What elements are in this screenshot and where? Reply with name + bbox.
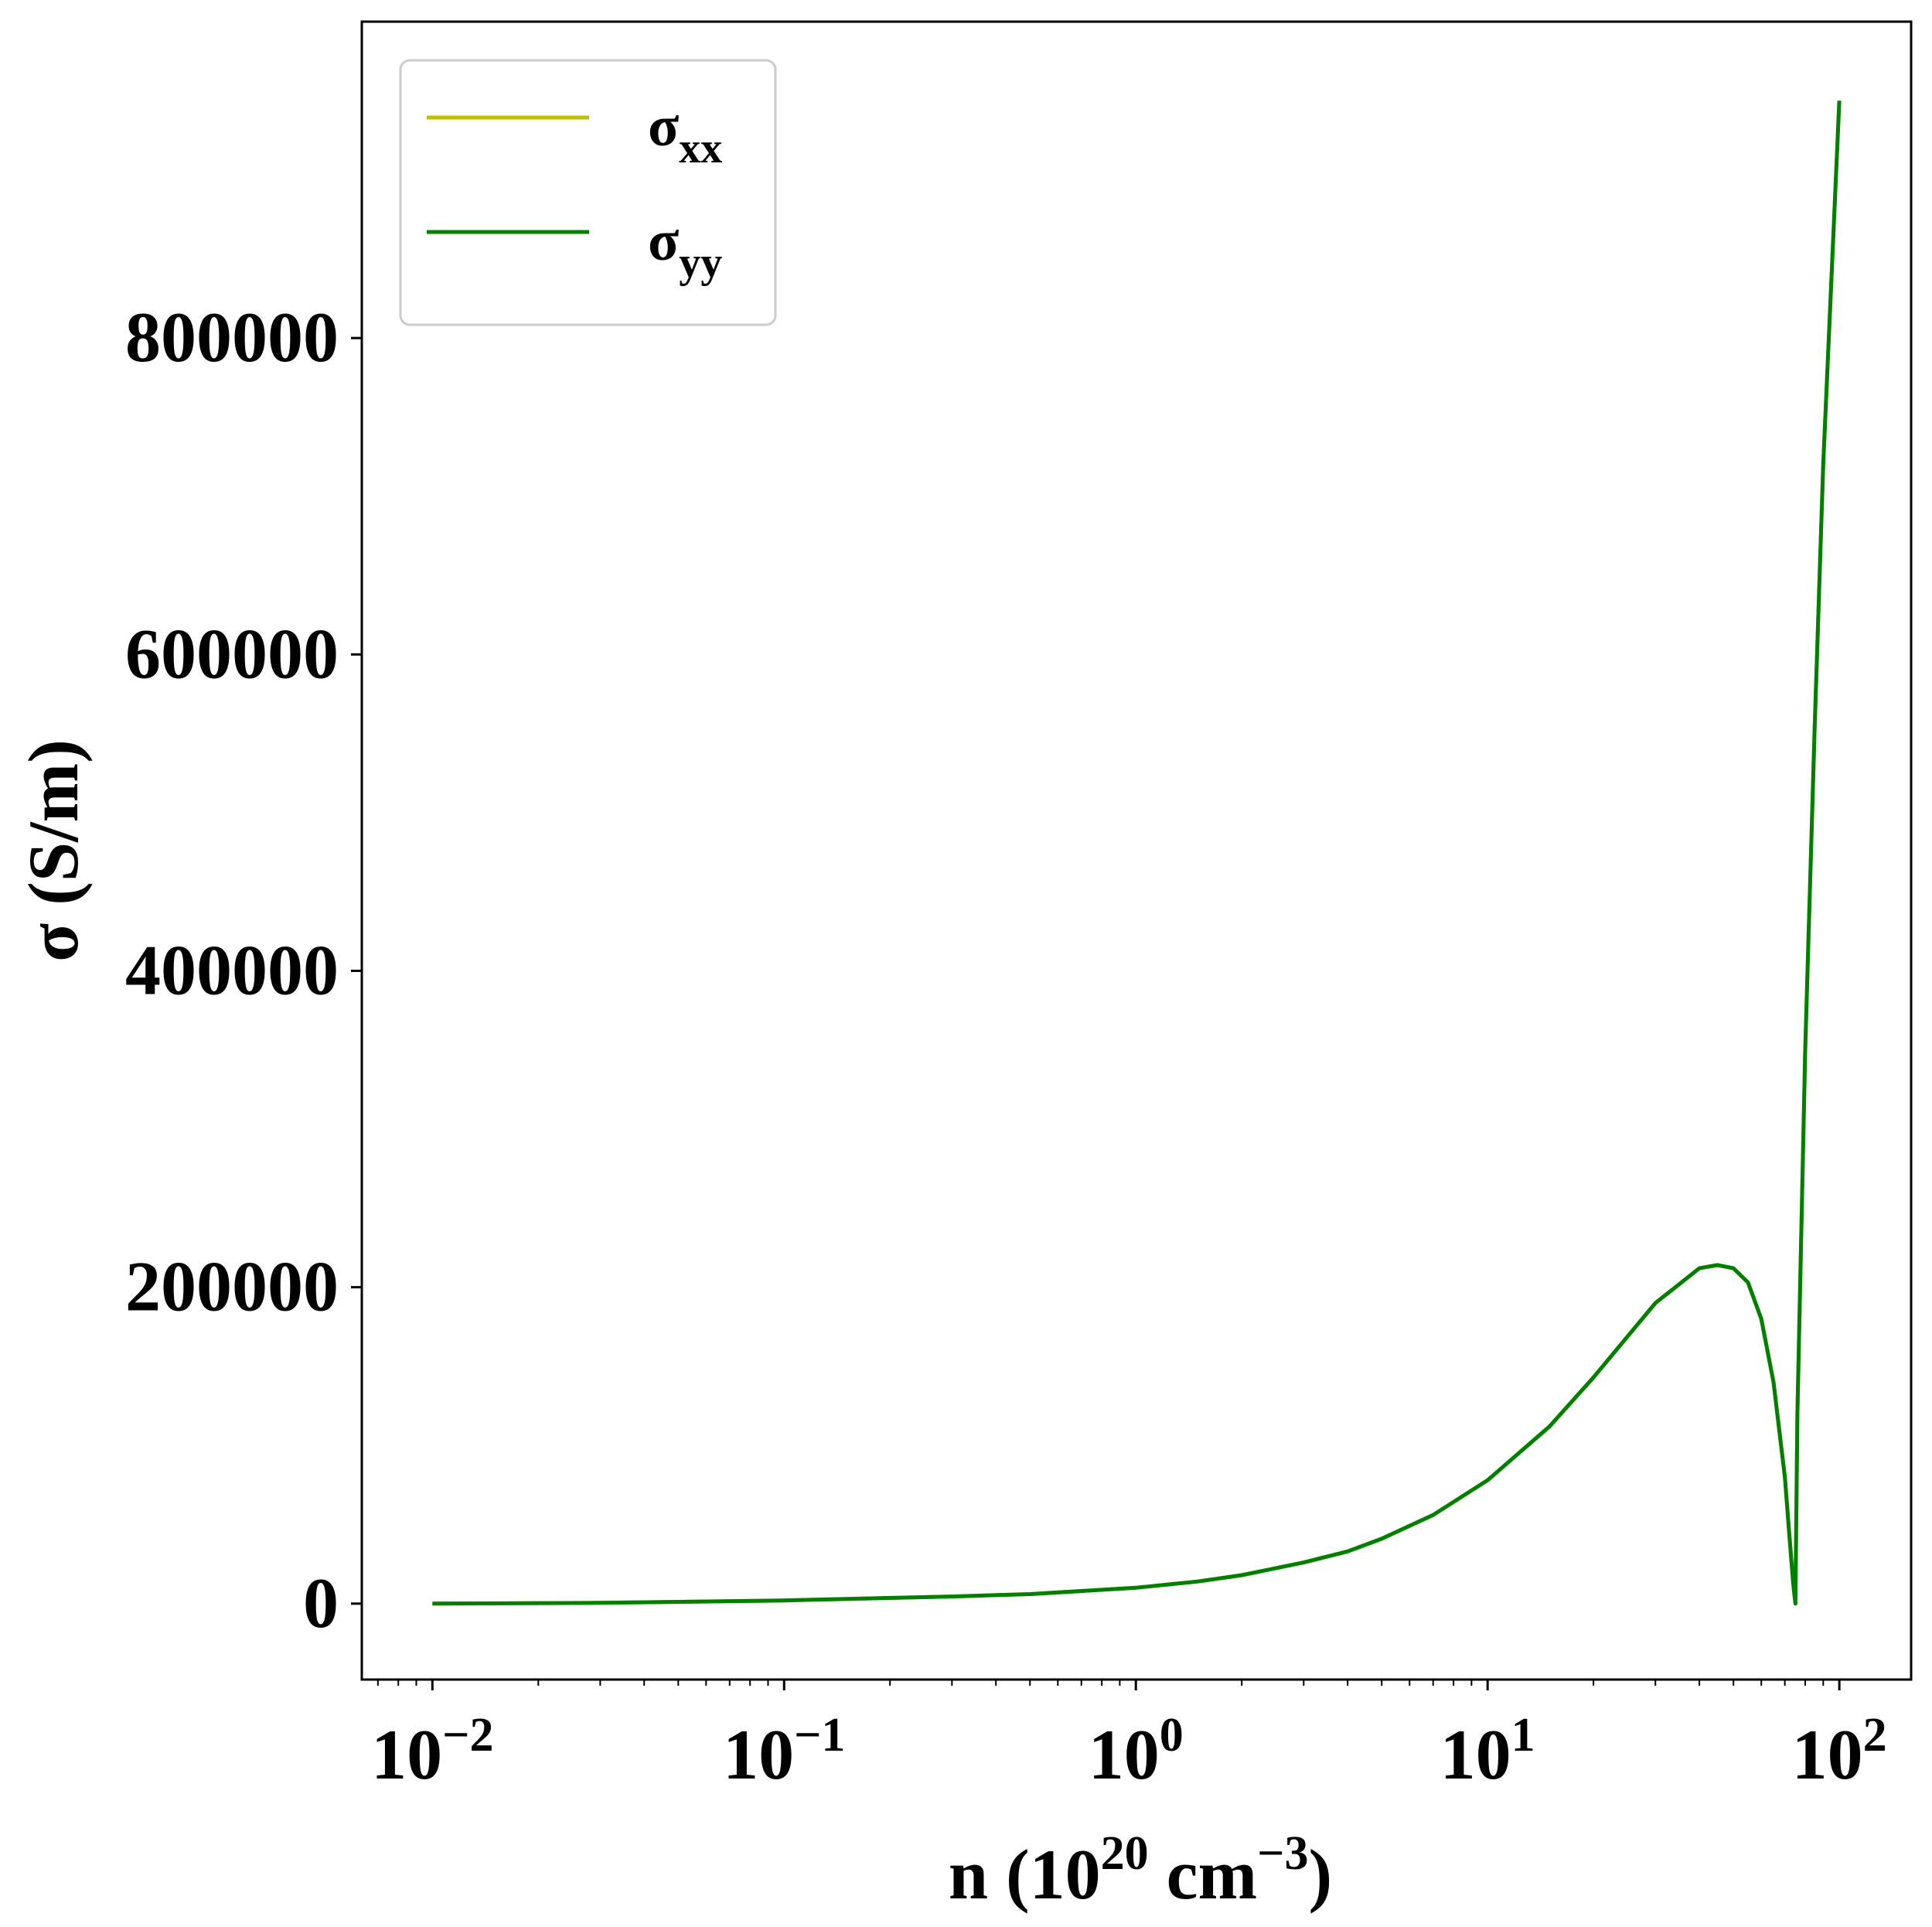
x-axis-label: n (1020 cm−3) — [949, 1827, 1332, 1914]
x-tick-label: 101 — [1440, 1709, 1535, 1794]
legend-label-sigma-yy-sub: yy — [679, 239, 722, 287]
x-axis-label-mid: cm — [1149, 1835, 1257, 1914]
x-axis-ticks: 10−2 10−1 100 101 102 — [371, 1680, 1887, 1794]
x-tick-label: 10−1 — [723, 1709, 845, 1794]
x-axis-label-end: ) — [1309, 1835, 1333, 1914]
y-axis-label: σ (S/m) — [14, 739, 93, 962]
legend-label-sigma-xx-main: σ — [648, 95, 679, 159]
y-axis-ticks: 0 200000 400000 600000 800000 — [125, 298, 362, 1642]
x-axis-label-exp1: 20 — [1101, 1827, 1149, 1880]
y-tick-label: 200000 — [125, 1247, 339, 1326]
legend-box — [399, 59, 777, 326]
x-tick-label: 102 — [1792, 1709, 1887, 1794]
legend: σxx σyy — [399, 59, 777, 326]
x-axis-label-base: n (10 — [949, 1835, 1101, 1914]
legend-label-sigma-yy-main: σ — [648, 210, 679, 273]
series-line-σyy — [432, 101, 1842, 1606]
legend-label-sigma-xx: σxx — [648, 95, 722, 172]
y-tick-label: 400000 — [125, 930, 339, 1009]
x-axis-label-exp2: −3 — [1257, 1827, 1308, 1880]
series-layer — [432, 101, 1842, 1606]
x-tick-label: 10−2 — [371, 1709, 493, 1794]
legend-label-sigma-xx-sub: xx — [679, 124, 722, 172]
legend-label-sigma-yy: σyy — [648, 210, 722, 287]
y-tick-label: 800000 — [125, 298, 339, 377]
y-tick-label: 0 — [303, 1564, 339, 1642]
x-tick-label: 100 — [1089, 1709, 1184, 1794]
y-tick-label: 600000 — [125, 614, 339, 693]
